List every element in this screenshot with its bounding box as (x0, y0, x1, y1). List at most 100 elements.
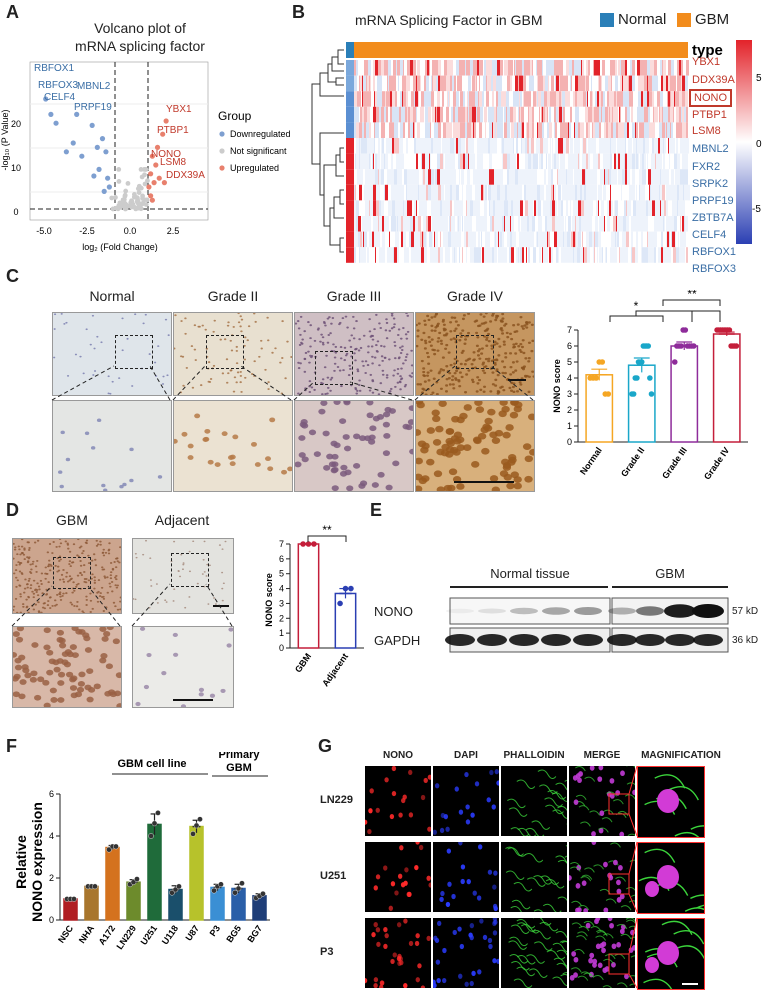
if-actin (584, 776, 596, 782)
tissue-nucleus (23, 591, 26, 594)
heatmap-cell (606, 231, 608, 248)
heatmap-cell (411, 122, 413, 138)
heatmap-cell (440, 91, 442, 107)
heatmap-cell (601, 122, 604, 138)
heatmap-dendrogram (311, 49, 344, 253)
tissue-nucleus (397, 328, 401, 331)
tissue-nucleus (436, 322, 440, 325)
if-nucleus (399, 845, 404, 851)
heatmap-cell (681, 75, 682, 92)
heatmap-cell (591, 169, 594, 185)
if-actin (614, 953, 626, 959)
tissue-nucleus (101, 636, 109, 642)
heatmap-cell (597, 247, 598, 263)
tissue-nucleus (459, 335, 463, 338)
heatmap-cell (589, 231, 592, 248)
if-actin (517, 922, 536, 932)
if-nucleus (573, 799, 579, 805)
heatmap-cell (628, 200, 631, 216)
tissue-nucleus (417, 440, 427, 448)
if-nucleus (465, 819, 471, 825)
heatmap-cell (566, 169, 567, 185)
heatmap-cell (459, 153, 460, 170)
heatmap-cell (607, 200, 609, 216)
heatmap-cell (549, 138, 550, 154)
heatmap-cell (399, 138, 400, 154)
if-nucleus (414, 864, 419, 871)
if-nucleus (418, 844, 424, 851)
heatmap-cell (655, 122, 658, 138)
heatmap-cell (424, 138, 425, 154)
tissue-nucleus (343, 346, 347, 349)
if-column-header: NONO (383, 750, 413, 761)
tissue-nucleus (447, 377, 451, 380)
heatmap-cell (504, 200, 505, 216)
data-point (197, 816, 203, 822)
heatmap-cell (652, 200, 655, 216)
tissue-nucleus (463, 444, 472, 451)
if-actin (555, 855, 567, 864)
volcano-point-down (106, 184, 112, 190)
heatmap-cell (561, 200, 563, 216)
gene-label-ybx1: YBX1 (692, 56, 721, 68)
heatmap-cell (382, 138, 384, 154)
heatmap-cell (647, 91, 649, 107)
heatmap-cell (645, 138, 646, 154)
tissue-nucleus (100, 341, 103, 344)
tissue-nucleus (60, 430, 65, 435)
data-point (593, 375, 600, 381)
heatmap-cell (685, 153, 688, 170)
heatmap-cell (462, 75, 465, 92)
heatmap-cell (398, 200, 400, 216)
heatmap-cell (648, 200, 649, 216)
heatmap-cell (499, 153, 502, 170)
heatmap-cell (668, 200, 669, 216)
heatmap-cell (557, 231, 559, 248)
heatmap-cell (491, 75, 493, 92)
if-actin (560, 973, 567, 977)
heatmap-cell (474, 200, 477, 216)
heatmap-cell (359, 91, 361, 107)
tissue-nucleus (458, 339, 462, 342)
tissue-nucleus (161, 383, 165, 385)
tissue-nucleus (106, 576, 109, 579)
heatmap-cell (541, 106, 542, 123)
heatmap-cell (473, 231, 476, 248)
heatmap-cell (639, 122, 642, 138)
heatmap-cell (494, 60, 497, 76)
heatmap-cell (633, 231, 636, 248)
heatmap-cell (425, 200, 426, 216)
heatmap-cell (488, 184, 491, 201)
tissue-nucleus (432, 439, 442, 446)
heatmap-cell (612, 247, 615, 263)
heatmap-cell (683, 231, 686, 248)
tissue-nucleus (102, 597, 106, 600)
heatmap-cell (487, 216, 488, 232)
tissue-nucleus (497, 354, 501, 357)
tissue-nucleus (222, 582, 225, 585)
heatmap-cell (374, 153, 375, 170)
heatmap-cell (541, 75, 543, 92)
tissue-nucleus (267, 388, 270, 391)
tissue-nucleus (116, 703, 121, 707)
heatmap-cell (662, 106, 663, 123)
heatmap-cell (472, 184, 475, 201)
heatmap-cell (605, 216, 607, 232)
heatmap-cell (436, 184, 438, 201)
legend-dot-down (219, 131, 225, 137)
heatmap-cell (391, 169, 394, 185)
tissue-nucleus (483, 371, 487, 375)
heatmap-cell (591, 122, 592, 138)
heatmap-cell (593, 247, 594, 263)
heatmap-cell (662, 153, 663, 170)
heatmap-cell (538, 122, 541, 138)
tissue-nucleus (209, 378, 213, 380)
heatmap-cell (476, 106, 477, 123)
heatmap-cell (526, 231, 528, 248)
panel-label-f: F (6, 736, 17, 756)
heatmap-cell (505, 184, 507, 201)
heatmap-cell (668, 91, 670, 107)
heatmap-cell (449, 91, 450, 107)
tissue-nucleus (457, 379, 461, 382)
heatmap-cell (608, 122, 611, 138)
